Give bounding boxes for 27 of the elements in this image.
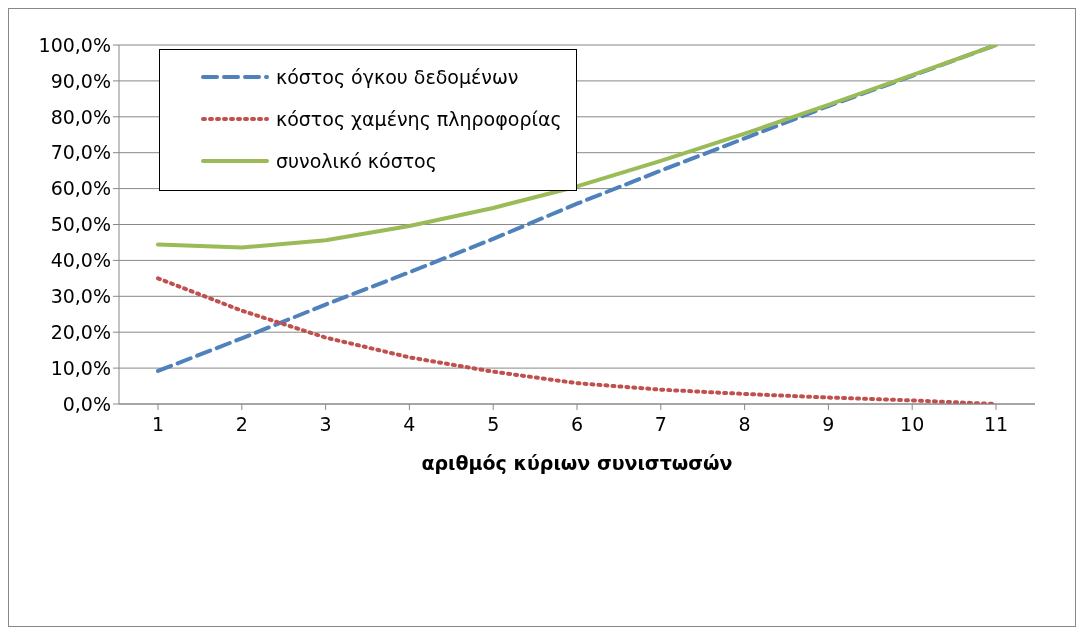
- y-tick-label: 70,0%: [50, 141, 111, 164]
- x-tick-label: 9: [822, 413, 835, 436]
- y-tick-label: 100,0%: [38, 33, 111, 56]
- x-tick-label: 6: [570, 413, 584, 436]
- x-tick-label: 5: [487, 413, 500, 436]
- y-tick-label: 60,0%: [50, 177, 111, 200]
- x-tick-label: 8: [738, 413, 751, 436]
- x-tick-label: 10: [900, 413, 925, 436]
- x-tick-label: 7: [654, 413, 667, 436]
- y-tick-label: 80,0%: [50, 105, 111, 128]
- x-axis-title: αριθμός κύριων συνιστωσών: [421, 452, 733, 474]
- x-tick-label: 3: [319, 413, 332, 436]
- x-tick-label: 4: [403, 413, 416, 436]
- y-tick-label: 20,0%: [50, 320, 111, 343]
- y-tick-label: 10,0%: [50, 356, 111, 379]
- y-tick-label: 30,0%: [50, 285, 111, 308]
- y-tick-label: 40,0%: [50, 249, 111, 272]
- legend-label: κόστος χαμένης πληροφορίας: [276, 108, 562, 130]
- legend-label: συνολικό κόστος: [276, 150, 437, 172]
- line-series: [156, 45, 998, 250]
- legend-label: κόστος όγκου δεδομένων: [276, 66, 519, 88]
- y-tick-label: 50,0%: [50, 213, 111, 236]
- y-tick-label: 0,0%: [62, 392, 111, 415]
- x-tick-label: 11: [983, 413, 1009, 436]
- x-tick-label: 1: [151, 413, 165, 436]
- x-tick-label: 2: [235, 413, 248, 436]
- y-tick-label: 90,0%: [50, 69, 111, 92]
